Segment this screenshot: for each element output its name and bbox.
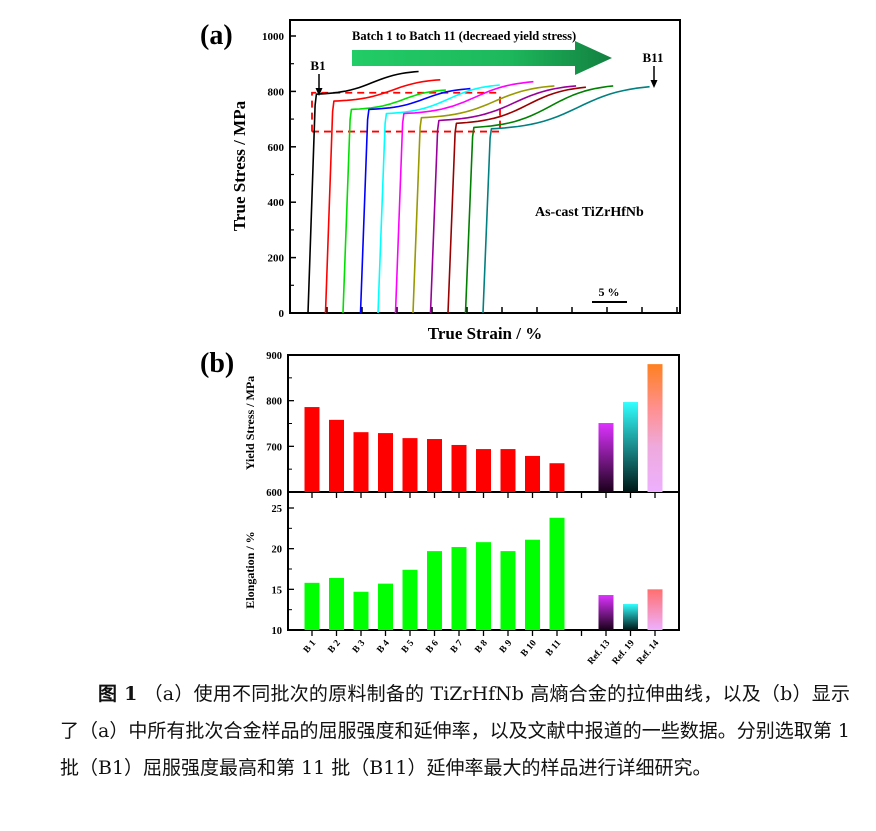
elongation-bar-ref-14 [647,589,663,630]
curve-b7 [412,85,555,314]
marker-b1-label: B1 [310,58,325,73]
figure-caption: 图 1 （a）使用不同批次的原料制备的 TiZrHfNb 高熵合金的拉伸曲线，以… [60,676,850,787]
category-label: B 2 [326,638,342,655]
elongation-y-tick-label: 25 [272,504,283,515]
elongation-bar-ref-19 [623,603,638,630]
caption-text: （a）使用不同批次的原料制备的 TiZrHfNb 高熵合金的拉伸曲线，以及（b）… [60,683,850,779]
batch-trend-arrow [352,41,612,75]
yield-y-tick-label: 800 [266,397,282,408]
elongation-bars [304,517,663,630]
yield-bar-ref-19 [623,402,638,492]
yield-y-tick-label: 600 [266,488,282,499]
yield-bar-b-6 [427,439,442,492]
y-tick-label: 1000 [262,31,285,43]
yield-bars [304,364,663,492]
yield-y-tick-label: 900 [266,351,282,362]
yield-band [311,91,501,133]
category-label: B 6 [424,638,440,655]
y-tick-label: 400 [268,197,285,209]
elongation-y-tick-label: 20 [272,545,283,556]
category-labels: B 1 B 2 B 3 B 4 B 5 B 6 B 7 B 8 B 9 B 10 B 11 Ref. … [302,638,661,666]
yield-bar-b-1 [304,407,320,492]
category-label: B 1 [302,638,318,655]
category-label: B 10 [519,638,539,659]
yield-bar-b-2 [329,419,344,492]
category-label: B 8 [473,638,489,655]
elongation-bar-ref-13 [598,595,614,630]
elongation-bar-b-3 [353,591,369,630]
yield-bar-b-7 [451,444,467,492]
stress-strain-curves [307,70,650,314]
yield-bar-b-3 [353,432,369,492]
y-tick-label: 200 [268,253,285,265]
yield-bar-b-5 [402,438,418,492]
category-label: B 11 [544,638,563,658]
panel-a-y-label: True Stress / MPa [230,100,249,231]
category-label: Ref. 13 [586,638,612,666]
material-label: As-cast TiZrHfNb [535,205,644,220]
panel-a-label: (a) [200,20,233,51]
panel-a-frame [289,19,681,314]
elongation-y-label: Elongation / % [243,531,257,608]
y-tick-label: 600 [268,142,285,154]
yield-bar-b-10 [525,455,540,492]
yield-bar-ref-14 [647,364,663,492]
marker-b11-label: B11 [643,50,664,65]
caption-label: 图 1 [98,683,138,705]
elongation-bar-b-8 [476,542,491,630]
yield-y-tick-label: 700 [266,442,282,453]
yield-bar-b-4 [378,433,393,492]
elongation-bar-b-10 [525,539,540,630]
curve-b3 [342,89,446,314]
panel-a-x-axis [326,307,678,313]
y-tick-label: 0 [279,308,285,320]
curve-b11 [482,85,650,314]
category-label: B 9 [498,638,514,655]
curve-b4 [359,87,471,314]
yield-bar-b-8 [476,449,491,492]
category-label: Ref. 19 [611,638,637,666]
yield-band-upper [311,91,500,132]
category-label: Ref. 14 [635,638,661,666]
panel-a-y-axis: 0 200 400 600 800 1000 [262,31,296,320]
elongation-bar-b-4 [378,583,393,630]
batch-trend-text: Batch 1 to Batch 11 (decreaed yield stre… [352,29,576,43]
curve-b10 [464,85,614,314]
elongation-bar-b-9 [500,551,516,630]
panel-b-label: (b) [200,348,234,379]
elongation-bar-b-5 [402,569,418,630]
curve-b8 [429,85,577,314]
elongation-y-tick-label: 10 [272,626,283,637]
curve-b1 [307,70,419,314]
panel-a-x-label: True Strain / % [428,324,542,343]
yield-bar-b-9 [500,449,516,492]
marker-b11-arrowhead [650,80,658,88]
panel-b: (b) 600 700 800 900 10 15 20 25 Yield Stress / … [200,348,680,667]
category-label: B 3 [351,638,367,655]
marker-b1-arrowhead [315,88,323,96]
elongation-bar-b-6 [427,551,442,630]
yield-y-label: Yield Stress / MPa [243,376,257,470]
elongation-bar-b-1 [304,582,320,630]
elongation-bar-b-2 [329,577,344,630]
yield-bar-b-11 [549,463,565,492]
elongation-bar-b-11 [549,517,565,630]
curve-b2 [324,79,441,314]
elongation-bar-b-7 [451,547,467,630]
yield-band-lower [312,92,501,133]
scale-bar-label: 5 % [599,285,620,299]
category-label: B 7 [449,638,465,655]
category-label: B 4 [375,638,391,655]
curve-b9 [447,86,586,314]
category-label: B 5 [400,638,416,655]
yield-bar-ref-13 [598,423,614,492]
curve-b5 [377,84,500,314]
y-tick-label: 800 [268,86,285,98]
curve-b6 [394,80,534,314]
elongation-y-tick-label: 15 [272,585,283,596]
panel-b-axes: 600 700 800 900 10 15 20 25 [266,351,656,637]
